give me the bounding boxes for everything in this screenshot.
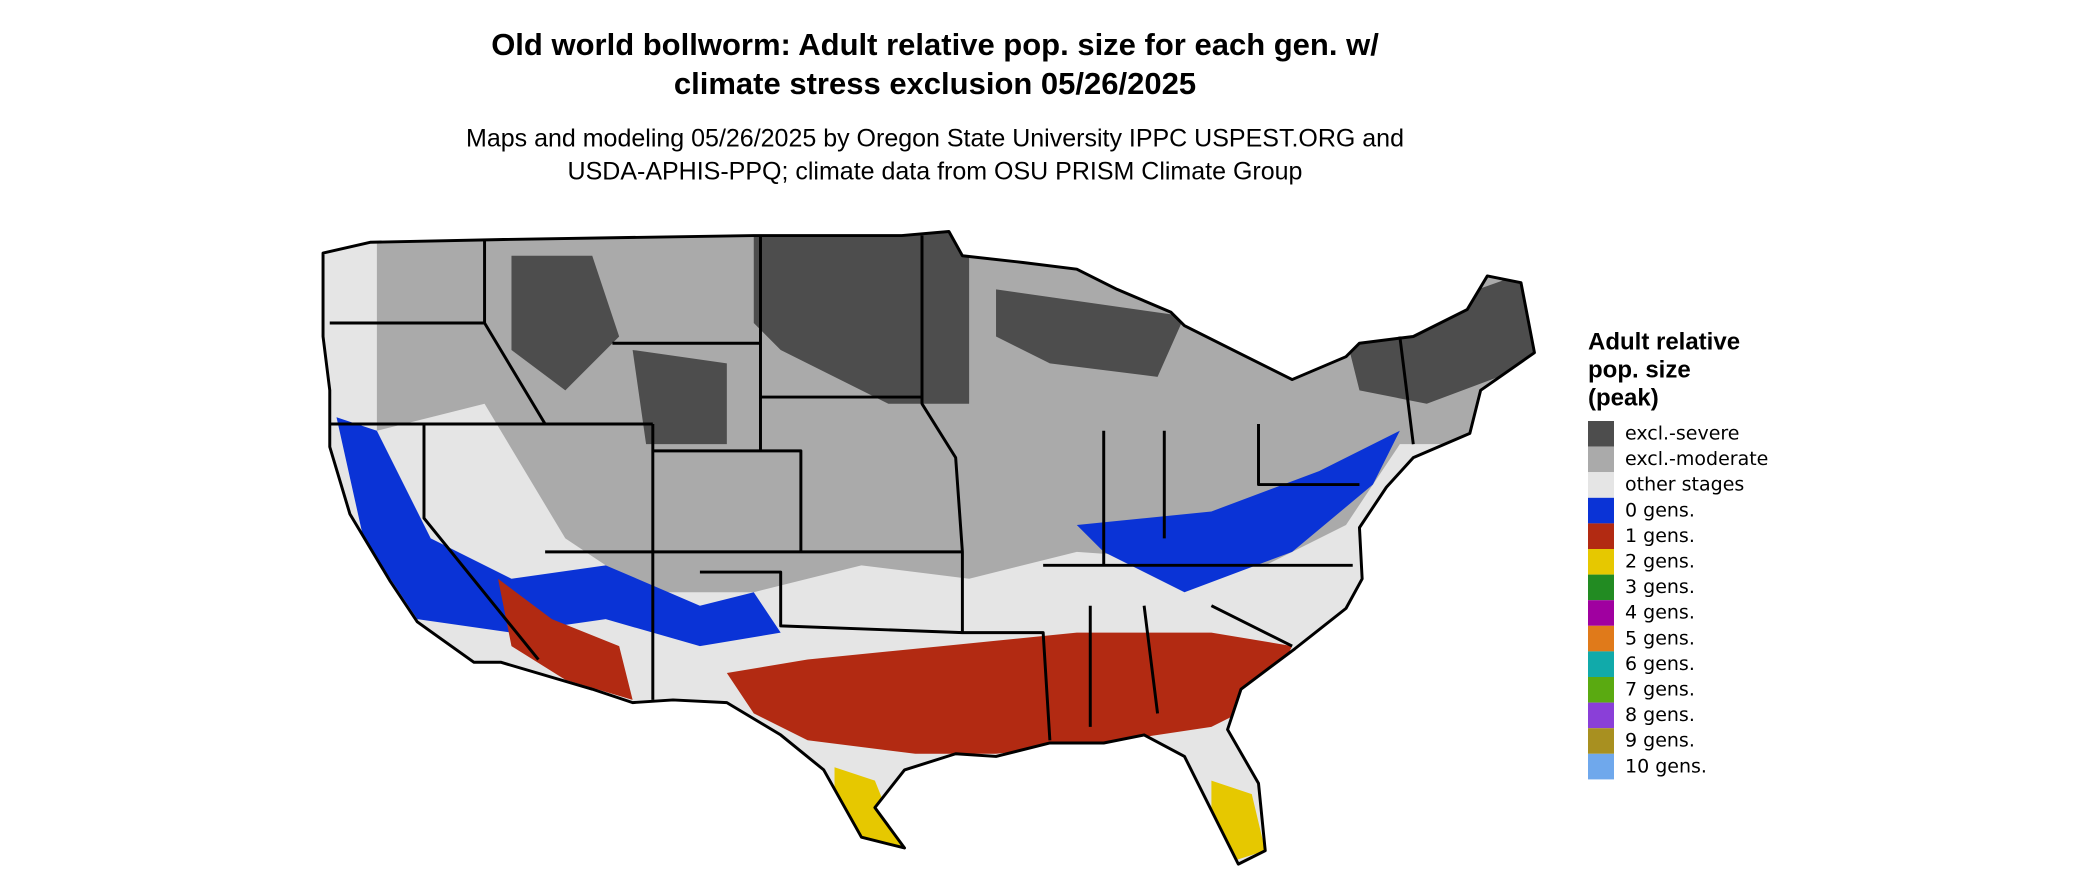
legend-swatch bbox=[1588, 523, 1614, 549]
legend-swatch bbox=[1588, 651, 1614, 677]
legend-label: 6 gens. bbox=[1625, 653, 1695, 675]
state-border bbox=[329, 235, 1415, 741]
subtitle-line: USDA-APHIS-PPQ; climate data from OSU PR… bbox=[568, 158, 1303, 186]
legend-swatch bbox=[1588, 574, 1614, 601]
legend-title: pop. size bbox=[1588, 356, 1691, 383]
map bbox=[321, 230, 1536, 866]
legend-label: 2 gens. bbox=[1625, 551, 1695, 573]
legend-label: 4 gens. bbox=[1625, 602, 1695, 624]
region bbox=[336, 417, 1400, 647]
region bbox=[511, 231, 1535, 445]
legend-swatch bbox=[1588, 446, 1614, 473]
legend-swatch bbox=[1588, 497, 1614, 524]
legend-swatch bbox=[1588, 728, 1614, 754]
title-line: Old world bollworm: Adult relative pop. … bbox=[491, 27, 1379, 62]
legend-swatch bbox=[1588, 421, 1614, 447]
subtitle-line: Maps and modeling 05/26/2025 by Oregon S… bbox=[466, 125, 1404, 153]
country-outline bbox=[321, 230, 1536, 866]
legend-swatch bbox=[1588, 549, 1614, 575]
legend-title: (peak) bbox=[1588, 384, 1659, 411]
legend-label: 9 gens. bbox=[1625, 730, 1695, 752]
legend-swatch bbox=[1588, 677, 1614, 703]
legend-label: other stages bbox=[1625, 474, 1744, 496]
legend-label: 7 gens. bbox=[1625, 679, 1695, 701]
legend-swatch bbox=[1588, 600, 1614, 626]
legend-label: 3 gens. bbox=[1625, 576, 1695, 598]
legend-label: 10 gens. bbox=[1625, 755, 1707, 777]
region bbox=[498, 578, 1293, 754]
legend-label: excl.-severe bbox=[1625, 423, 1740, 445]
legend-label: 1 gens. bbox=[1625, 525, 1695, 547]
legend-label: 0 gens. bbox=[1625, 499, 1695, 521]
legend-swatch bbox=[1588, 625, 1614, 652]
legend-swatch bbox=[1588, 753, 1614, 780]
legend-title: Adult relative bbox=[1588, 328, 1740, 355]
legend-label: excl.-moderate bbox=[1625, 448, 1768, 470]
legend-label: 5 gens. bbox=[1625, 627, 1695, 649]
legend-label: 8 gens. bbox=[1625, 704, 1695, 726]
title-line: climate stress exclusion 05/26/2025 bbox=[674, 66, 1196, 101]
legend-swatch bbox=[1588, 702, 1614, 729]
legend-swatch bbox=[1588, 472, 1614, 498]
